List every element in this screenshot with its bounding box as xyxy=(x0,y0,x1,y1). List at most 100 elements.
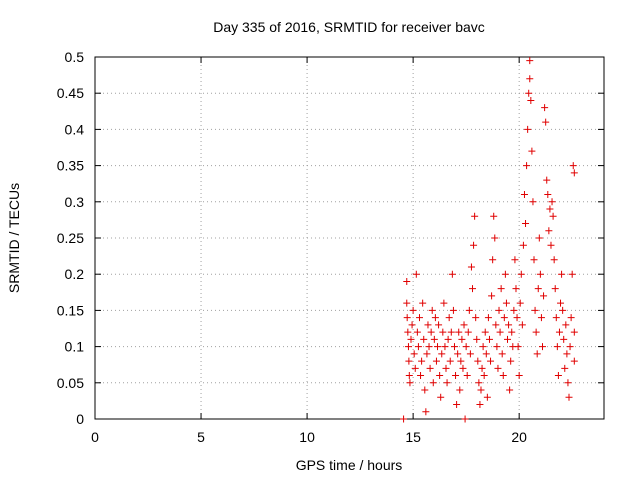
data-point xyxy=(547,241,555,249)
data-point xyxy=(482,350,490,358)
data-point xyxy=(526,57,534,65)
data-point xyxy=(537,314,545,322)
data-point xyxy=(532,328,540,336)
data-point xyxy=(422,408,430,416)
data-point xyxy=(404,328,412,336)
data-point xyxy=(548,198,556,206)
data-point xyxy=(417,372,425,380)
data-point xyxy=(564,379,572,387)
data-point xyxy=(534,285,542,293)
data-point xyxy=(420,335,428,343)
data-point xyxy=(465,306,473,314)
x-tick-label: 20 xyxy=(511,429,527,445)
data-point xyxy=(441,343,449,351)
data-point xyxy=(508,328,516,336)
data-point xyxy=(493,343,501,351)
data-point xyxy=(469,285,477,293)
data-point xyxy=(506,386,514,394)
data-point xyxy=(426,364,434,372)
y-tick-label: 0.15 xyxy=(57,302,84,318)
data-point xyxy=(475,379,483,387)
data-point xyxy=(407,335,415,343)
data-point xyxy=(425,343,433,351)
data-point xyxy=(543,176,551,184)
x-tick-label: 0 xyxy=(91,429,99,445)
axis-ticks xyxy=(94,56,604,420)
data-point xyxy=(458,335,466,343)
data-point xyxy=(474,357,482,365)
data-point xyxy=(405,357,413,365)
data-point xyxy=(495,306,503,314)
data-point xyxy=(403,314,411,322)
data-point xyxy=(511,256,519,264)
data-point xyxy=(421,386,429,394)
data-point xyxy=(504,335,512,343)
data-point xyxy=(476,401,484,409)
data-point xyxy=(462,343,470,351)
data-point xyxy=(563,350,571,358)
data-point xyxy=(455,328,463,336)
data-point xyxy=(531,306,539,314)
data-point xyxy=(452,372,460,380)
data-point xyxy=(450,343,458,351)
data-point xyxy=(472,314,480,322)
data-point xyxy=(408,321,416,329)
grid-lines xyxy=(95,57,604,419)
data-point xyxy=(453,401,461,409)
data-point xyxy=(429,379,437,387)
data-point xyxy=(424,321,432,329)
data-point xyxy=(444,335,452,343)
data-point xyxy=(555,328,563,336)
x-tick-label: 5 xyxy=(197,429,205,445)
data-point xyxy=(436,372,444,380)
data-point xyxy=(484,314,492,322)
data-point xyxy=(545,227,553,235)
data-point xyxy=(443,379,451,387)
data-point xyxy=(410,350,418,358)
data-point xyxy=(435,321,443,329)
y-tick-label: 0.35 xyxy=(57,158,84,174)
data-point xyxy=(477,386,485,394)
data-point xyxy=(516,299,524,307)
data-point xyxy=(525,89,533,97)
data-point xyxy=(487,357,495,365)
data-point xyxy=(492,321,500,329)
data-point xyxy=(449,306,457,314)
data-point xyxy=(568,270,576,278)
data-point xyxy=(570,169,578,177)
data-point xyxy=(535,234,543,242)
data-point xyxy=(460,321,468,329)
data-point xyxy=(552,314,560,322)
data-point xyxy=(551,285,559,293)
x-axis-title: GPS time / hours xyxy=(296,457,403,473)
data-point xyxy=(505,321,513,329)
data-point xyxy=(567,314,575,322)
y-axis-title: SRMTID / TECUs xyxy=(6,183,22,293)
data-point xyxy=(512,285,520,293)
data-point xyxy=(500,314,508,322)
data-point xyxy=(466,350,474,358)
data-point xyxy=(517,270,525,278)
tick-labels: 0 0.05 0.1 0.15 0.2 0.25 0.3 0.35 0.4 0.45 0.5 0 5 10… xyxy=(57,49,527,445)
data-point xyxy=(438,350,446,358)
data-point xyxy=(524,125,532,133)
data-point xyxy=(514,343,522,351)
data-point xyxy=(565,393,573,401)
data-point xyxy=(481,328,489,336)
y-tick-label: 0.2 xyxy=(65,266,85,282)
chart-title: Day 335 of 2016, SRMTID for receiver bav… xyxy=(213,19,485,35)
data-point xyxy=(403,277,411,285)
data-point xyxy=(533,350,541,358)
data-point xyxy=(440,299,448,307)
data-point xyxy=(409,306,417,314)
data-point xyxy=(536,270,544,278)
data-point xyxy=(480,372,488,380)
data-point xyxy=(454,350,462,358)
data-point xyxy=(419,299,427,307)
data-point xyxy=(415,314,423,322)
data-point xyxy=(569,162,577,170)
data-point xyxy=(527,96,535,104)
data-point xyxy=(488,292,496,300)
data-point xyxy=(489,256,497,264)
